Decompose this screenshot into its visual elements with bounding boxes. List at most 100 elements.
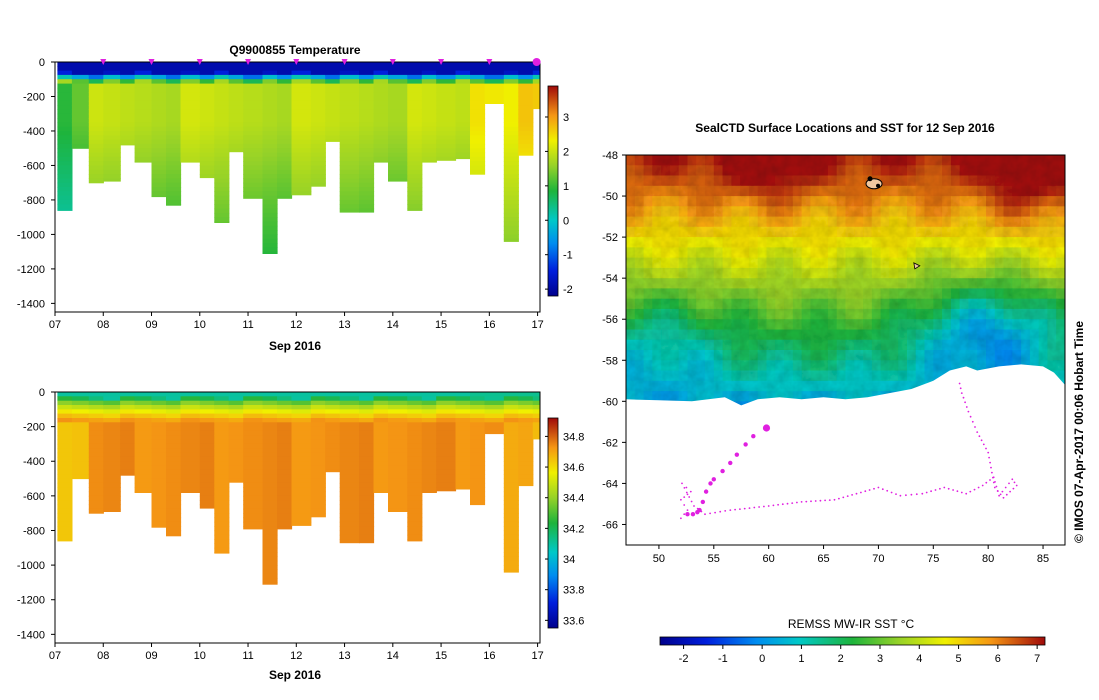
latitude-tick-label: -54	[602, 273, 618, 285]
section-cell	[199, 169, 215, 175]
section-cell	[291, 92, 312, 98]
section-cell	[151, 430, 167, 436]
sst-cell	[986, 350, 996, 361]
sst-cell	[959, 360, 969, 372]
sst-cell	[1065, 288, 1074, 299]
section-cell	[277, 165, 293, 171]
section-cell	[291, 178, 312, 184]
section-cell	[470, 495, 486, 501]
section-cell	[421, 426, 437, 432]
section-cell	[166, 178, 182, 184]
section-cell	[180, 118, 201, 123]
sst-cell	[775, 288, 785, 300]
section-cell	[151, 422, 167, 428]
section-cell	[310, 139, 326, 145]
sst-cell	[634, 226, 645, 238]
section-cell	[214, 87, 230, 93]
section-cell	[325, 461, 341, 467]
section-cell	[518, 474, 534, 480]
section-cell	[88, 426, 104, 432]
older-track-dot	[796, 501, 798, 504]
older-track-dot	[973, 488, 976, 491]
sst-cell	[1047, 339, 1057, 351]
sst-cell	[678, 206, 689, 218]
sst-cell	[661, 319, 671, 331]
older-track-dot	[1008, 482, 1010, 485]
section-cell	[57, 435, 73, 441]
sst-cell	[705, 175, 715, 187]
section-cell	[151, 392, 167, 397]
sst-cell	[933, 237, 943, 248]
section-cell	[339, 526, 360, 532]
sst-cell	[942, 185, 952, 197]
section-cell	[57, 74, 73, 80]
section-cell	[359, 517, 375, 523]
sst-cell	[713, 370, 724, 382]
sst-cell	[661, 155, 671, 166]
sst-cell	[845, 226, 855, 238]
section-cell	[214, 474, 230, 480]
section-cell	[339, 165, 360, 171]
sst-cell	[669, 257, 680, 269]
section-cell	[277, 135, 293, 141]
sst-cell	[915, 257, 926, 269]
section-cell	[455, 131, 471, 136]
sst-cell	[1038, 185, 1049, 197]
section-cell	[243, 87, 264, 93]
section-cell	[532, 418, 540, 423]
sst-cell	[801, 391, 811, 402]
section-cell	[151, 413, 167, 419]
sst-cell	[863, 329, 873, 341]
section-cell	[180, 443, 201, 449]
section-cell	[291, 405, 312, 410]
sst-cell	[968, 237, 978, 248]
section-cell	[214, 465, 230, 471]
section-cell	[503, 187, 519, 192]
sst-cell	[836, 339, 847, 351]
salinity-plot-frame	[54, 391, 541, 644]
sst-colorbar-tick-label: -2	[679, 653, 689, 665]
sst-cell	[994, 216, 1005, 228]
section-cell	[277, 426, 293, 432]
section-cell	[373, 143, 389, 149]
section-cell	[455, 118, 471, 123]
sst-cell	[669, 216, 680, 228]
sst-cell	[924, 155, 934, 166]
sst-cell	[836, 278, 847, 290]
sst-cell	[696, 257, 706, 269]
sst-cell	[907, 206, 917, 218]
section-cell	[518, 118, 534, 123]
colorbar-tick-label: 34	[563, 554, 575, 566]
section-cell	[166, 478, 182, 484]
sst-cell	[836, 216, 847, 228]
sst-cell	[1021, 329, 1031, 341]
section-cell	[243, 92, 264, 98]
section-cell	[134, 62, 153, 67]
sst-cell	[740, 226, 750, 238]
sst-cell	[827, 298, 838, 310]
section-cell	[291, 83, 312, 89]
section-cell	[214, 400, 230, 406]
sst-cell	[1038, 216, 1049, 228]
section-cell	[262, 565, 278, 570]
sst-cell	[871, 380, 882, 392]
section-cell	[57, 92, 73, 98]
section-cell	[325, 131, 341, 136]
salinity-panel: 07 08 09 10 11 12 13 14 15 16 17 0-200-400-600-800…	[17, 387, 585, 682]
section-cell	[518, 139, 534, 145]
sst-cell	[907, 319, 917, 331]
section-cell	[359, 430, 375, 436]
sst-cell	[652, 308, 662, 320]
section-cell	[291, 174, 312, 179]
sst-cell	[986, 267, 996, 279]
section-cell	[388, 469, 408, 475]
section-cell	[166, 96, 182, 102]
sst-cell	[652, 329, 662, 341]
section-cell	[243, 478, 264, 484]
section-cell	[180, 396, 201, 402]
sst-cell	[722, 380, 732, 392]
older-track-dot	[685, 486, 688, 489]
section-cell	[120, 456, 136, 462]
sst-cell	[661, 237, 671, 248]
section-cell	[120, 143, 136, 146]
